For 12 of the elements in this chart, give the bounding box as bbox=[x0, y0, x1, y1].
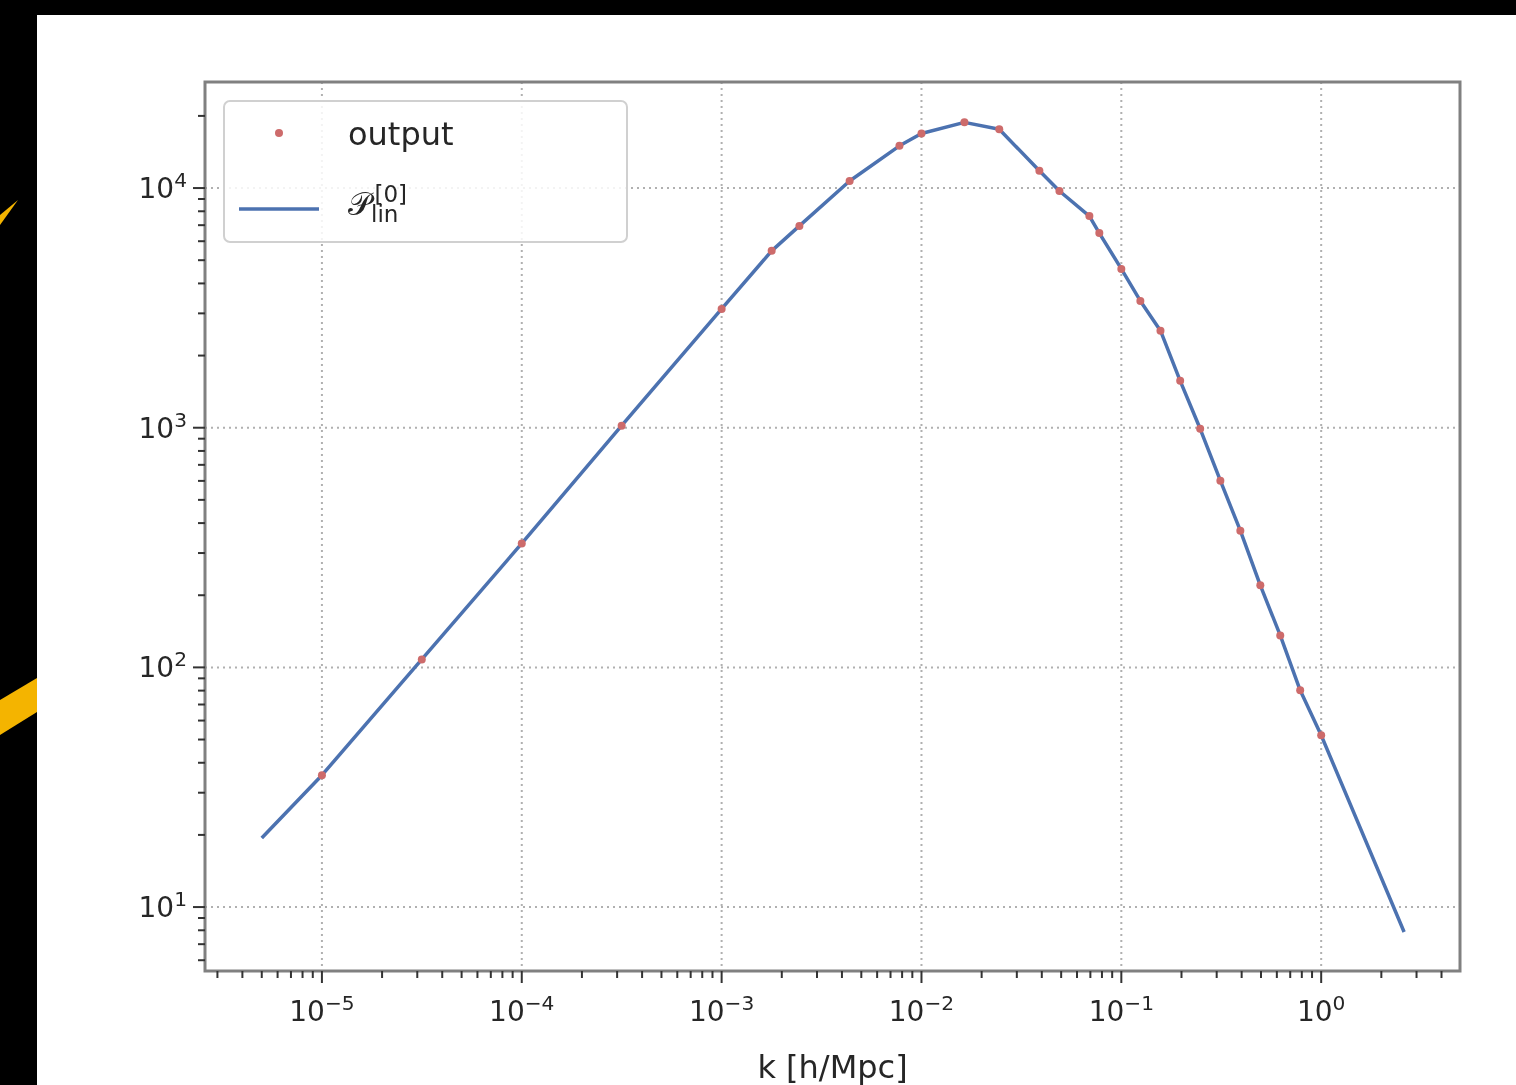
x-tick-label: 10$^{−1}$ bbox=[1088, 991, 1155, 1028]
x-axis-title: k [h/Mpc] bbox=[757, 1048, 908, 1085]
x-tick-label: 10$^{−5}$ bbox=[289, 991, 355, 1028]
y-tick-label: 10$^{1}$ bbox=[138, 887, 187, 925]
x-tick-label: 10$^{−4}$ bbox=[489, 991, 555, 1028]
y-tick-label: 10$^{4}$ bbox=[138, 168, 187, 206]
x-tick-label: 10$^{0}$ bbox=[1296, 991, 1346, 1028]
y-tick-label: 10$^{3}$ bbox=[138, 407, 187, 445]
x-tick-label: 10$^{−3}$ bbox=[688, 991, 755, 1028]
y-tick-label: 10$^{2}$ bbox=[138, 647, 187, 685]
x-tick-label: 10$^{−2}$ bbox=[888, 991, 955, 1028]
legend-label: output bbox=[348, 115, 454, 153]
